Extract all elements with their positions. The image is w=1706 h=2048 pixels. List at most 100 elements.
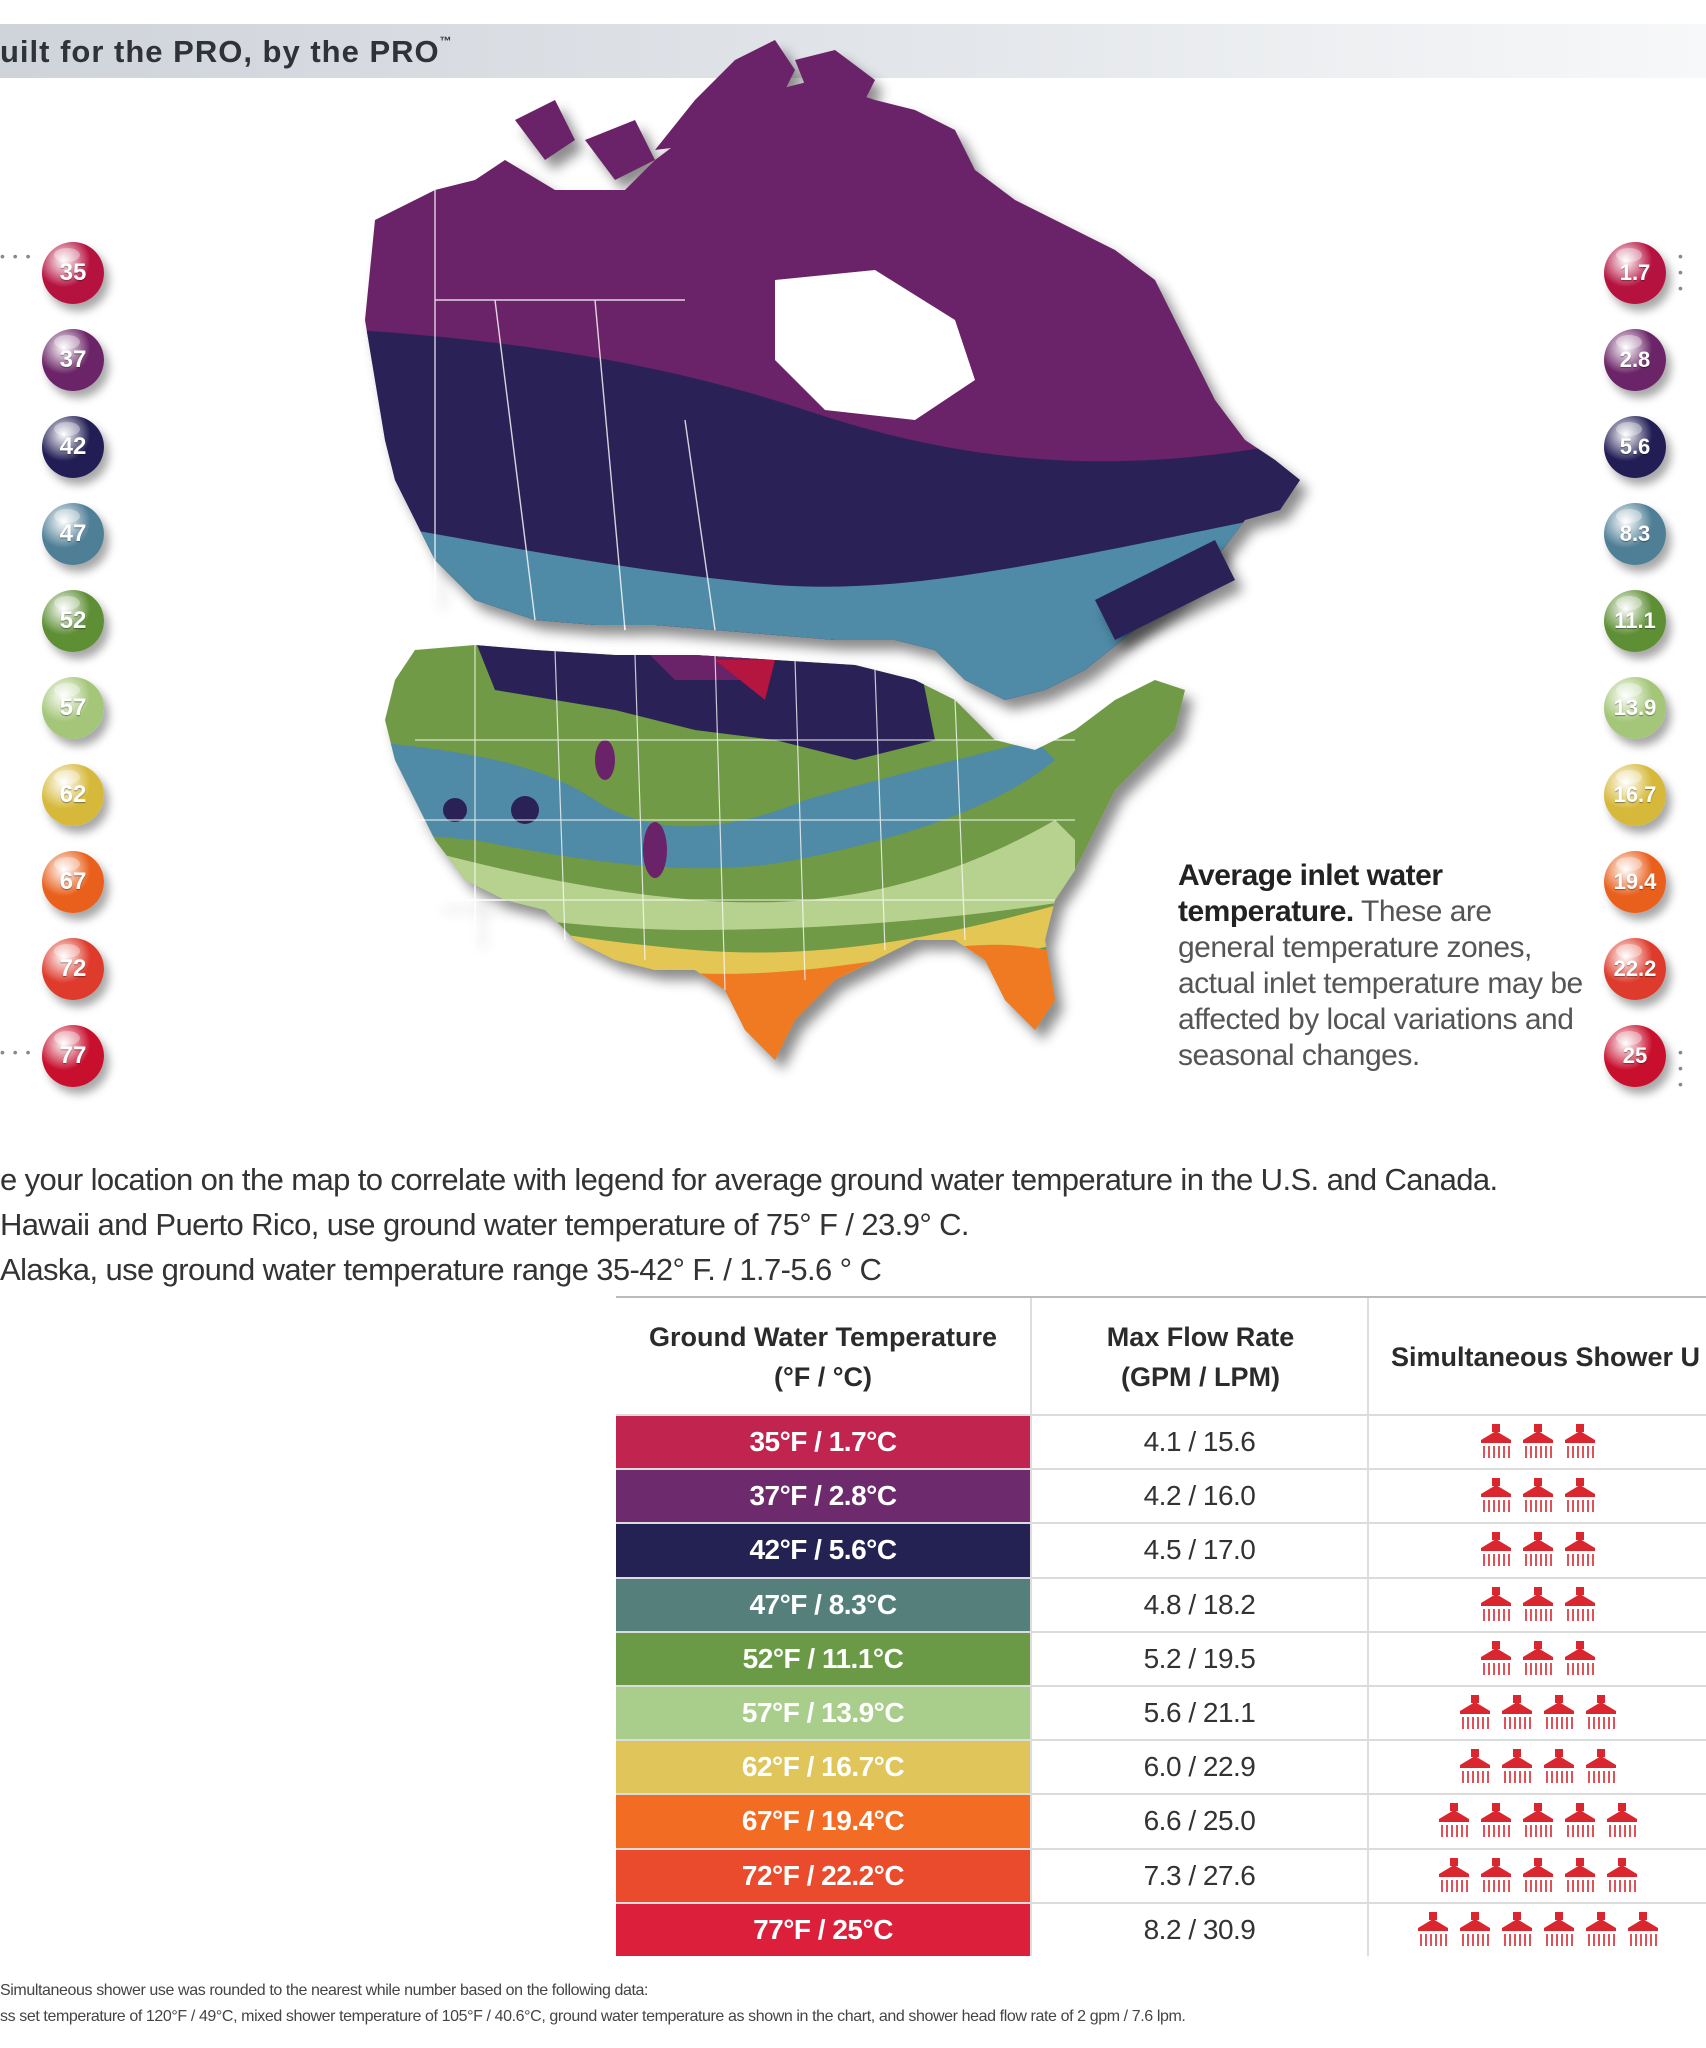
legend-fahrenheit-swatch: 77: [42, 1025, 104, 1087]
legend-fahrenheit-swatch: 37: [42, 329, 104, 391]
footnote: Simultaneous shower use was rounded to t…: [0, 1978, 1706, 2030]
footnote-line-1: Simultaneous shower use was rounded to t…: [0, 1982, 649, 1999]
ground-water-temp-cell: 62°F / 16.7°C: [616, 1741, 1030, 1794]
shower-icon: [1480, 1803, 1511, 1838]
shower-icon: [1606, 1803, 1637, 1838]
legend-fahrenheit-swatch: 62: [42, 764, 104, 826]
table-row: 72°F / 22.2°C 7.3 / 27.6: [616, 1847, 1706, 1902]
shower-icon: [1522, 1532, 1553, 1567]
legend-celsius-item: 1.7: [1592, 232, 1682, 319]
legend-celsius-item: 25: [1592, 1015, 1682, 1102]
simultaneous-showers-cell: [1367, 1686, 1706, 1740]
table-row: 35°F / 1.7°C 4.1 / 15.6: [616, 1414, 1706, 1469]
shower-icon: [1564, 1478, 1595, 1513]
shower-icon: [1480, 1532, 1511, 1567]
shower-icon: [1627, 1911, 1658, 1946]
table-row: 52°F / 11.1°C 5.2 / 19.5: [616, 1630, 1706, 1685]
note-location: e your location on the map to correlate …: [0, 1162, 1498, 1197]
legend-celsius-value: 22.2: [1613, 956, 1657, 981]
max-flow-rate-cell: 6.6 / 25.0: [1030, 1795, 1367, 1848]
north-america-map: [365, 40, 1300, 1060]
legend-fahrenheit-item: 42: [30, 406, 120, 493]
instruction-notes: e your location on the map to correlate …: [0, 1158, 1706, 1293]
legend-fahrenheit-value: 42: [59, 433, 87, 460]
max-flow-rate-cell: 7.3 / 27.6: [1030, 1849, 1367, 1902]
shower-icon: [1480, 1640, 1511, 1675]
legend-celsius-item: 19.4: [1592, 841, 1682, 928]
legend-fahrenheit-item: 77: [30, 1015, 120, 1102]
header-ground-temp: Ground Water Temperature (°F / °C): [648, 1322, 998, 1392]
shower-icon: [1564, 1640, 1595, 1675]
shower-icon: [1522, 1586, 1553, 1621]
legend-celsius-value: 11.1: [1614, 608, 1656, 633]
maritime-region: [1095, 540, 1235, 640]
ground-water-temp-cell: 37°F / 2.8°C: [616, 1470, 1030, 1523]
caption-text: These are general temperature zones, act…: [1178, 895, 1583, 1072]
legend-celsius-swatch: 25: [1604, 1025, 1666, 1087]
legend-fahrenheit-swatch: 72: [42, 938, 104, 1000]
legend-celsius-item: 2.8: [1592, 319, 1682, 406]
shower-icon: [1438, 1803, 1469, 1838]
max-flow-rate-cell: 4.2 / 16.0: [1030, 1470, 1367, 1523]
shower-icon: [1543, 1695, 1574, 1730]
shower-icon: [1522, 1640, 1553, 1675]
table-row: 37°F / 2.8°C 4.2 / 16.0: [616, 1468, 1706, 1523]
legend-fahrenheit-item: 52: [30, 580, 120, 667]
legend-fahrenheit-item: 37: [30, 319, 120, 406]
table-row: 47°F / 8.3°C 4.8 / 18.2: [616, 1576, 1706, 1631]
legend-celsius-value: 1.7: [1619, 260, 1651, 285]
legend-celsius-value: 8.3: [1619, 521, 1651, 546]
shower-icon: [1459, 1749, 1490, 1784]
shower-icon: [1501, 1695, 1532, 1730]
legend-fahrenheit-item: 67: [30, 841, 120, 928]
legend-fahrenheit-item: 62: [30, 754, 120, 841]
legend-fahrenheit-value: 62: [59, 781, 87, 808]
brand-tagline: uilt for the PRO, by the PRO™: [0, 34, 453, 69]
shower-icon: [1585, 1695, 1616, 1730]
legend-fahrenheit-swatch: 67: [42, 851, 104, 913]
ground-water-temp-cell: 72°F / 22.2°C: [616, 1849, 1030, 1902]
legend-celsius-item: 5.6: [1592, 406, 1682, 493]
shower-icon: [1417, 1911, 1448, 1946]
legend-fahrenheit-value: 67: [59, 868, 87, 895]
legend-fahrenheit-value: 57: [59, 694, 87, 721]
ground-water-temp-cell: 57°F / 13.9°C: [616, 1686, 1030, 1740]
dotted-leader: • • •: [1678, 1044, 1685, 1092]
legend-celsius-swatch: 8.3: [1604, 503, 1666, 565]
simultaneous-showers-cell: [1367, 1416, 1706, 1469]
map-caption: Average inlet water temperature. These a…: [1178, 858, 1588, 1074]
flow-rate-table: Ground Water Temperature (°F / °C) Max Fl…: [616, 1296, 1706, 1961]
shower-icon: [1480, 1586, 1511, 1621]
shower-icon: [1522, 1857, 1553, 1892]
legend-celsius-value: 2.8: [1619, 347, 1651, 372]
legend-celsius-item: 11.1: [1592, 580, 1682, 667]
legend-fahrenheit-item: 72: [30, 928, 120, 1015]
max-flow-rate-cell: 5.2 / 19.5: [1030, 1632, 1367, 1685]
simultaneous-showers-cell: [1367, 1470, 1706, 1523]
legend-celsius-item: 8.3: [1592, 493, 1682, 580]
legend-celsius-swatch: 1.7: [1604, 242, 1666, 304]
legend-celsius-item: 22.2: [1592, 928, 1682, 1015]
legend-celsius-value: 16.7: [1613, 782, 1657, 807]
simultaneous-showers-cell: [1367, 1632, 1706, 1685]
shower-icon: [1564, 1424, 1595, 1459]
legend-celsius-item: 16.7: [1592, 754, 1682, 841]
ground-water-temp-cell: 52°F / 11.1°C: [616, 1632, 1030, 1685]
max-flow-rate-cell: 4.5 / 17.0: [1030, 1524, 1367, 1577]
note-alaska: Alaska, use ground water temperature ran…: [0, 1252, 882, 1287]
shower-icon: [1564, 1532, 1595, 1567]
note-hawaii: Hawaii and Puerto Rico, use ground water…: [0, 1207, 970, 1242]
shower-icon: [1522, 1803, 1553, 1838]
legend-celsius-swatch: 19.4: [1604, 851, 1666, 913]
shower-icon: [1564, 1803, 1595, 1838]
legend-celsius-swatch: 5.6: [1604, 416, 1666, 478]
legend-celsius-swatch: 11.1: [1604, 590, 1666, 652]
caption-title: Average inlet water temperature.: [1178, 859, 1443, 928]
legend-celsius-swatch: 2.8: [1604, 329, 1666, 391]
legend-fahrenheit-swatch: 52: [42, 590, 104, 652]
header-showers: Simultaneous Shower U: [1367, 1298, 1706, 1416]
legend-fahrenheit-item: 57: [30, 667, 120, 754]
shower-icon: [1606, 1857, 1637, 1892]
table-row: 67°F / 19.4°C 6.6 / 25.0: [616, 1793, 1706, 1848]
shower-icon: [1501, 1749, 1532, 1784]
